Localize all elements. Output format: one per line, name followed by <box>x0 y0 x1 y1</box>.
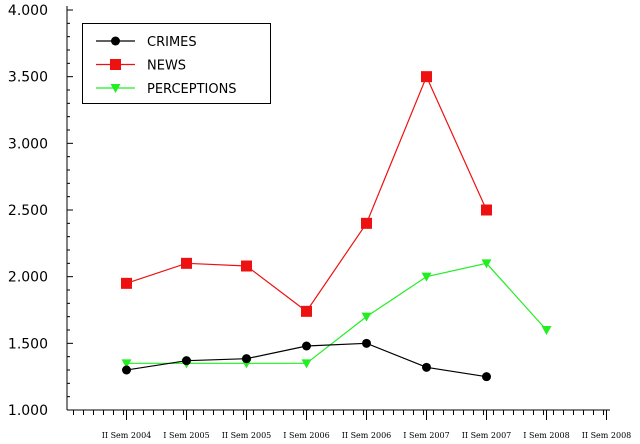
legend-marker-perceptions <box>110 84 121 93</box>
data-point-crimes <box>302 341 311 351</box>
series-crimes <box>122 338 491 382</box>
x-tick-label: II Sem 2007 <box>462 431 512 440</box>
y-tick-label: 1.000 <box>8 403 48 419</box>
x-tick-label: II Sem 2005 <box>222 431 272 440</box>
y-tick-label: 4.000 <box>8 3 48 19</box>
legend-label-crimes: CRIMES <box>147 35 197 50</box>
data-point-news <box>241 260 252 272</box>
y-tick-label: 2.500 <box>8 203 48 219</box>
x-tick-label: I Sem 2008 <box>523 431 569 440</box>
legend: CRIMES NEWS PERCEPTIONS <box>82 23 271 104</box>
ticks: 1.000 1.500 2.000 2.500 3.000 3.500 4.000 II Se… <box>8 3 631 440</box>
series-line-news <box>126 75 488 313</box>
x-tick-label: II Sem 2008 <box>582 431 632 440</box>
data-point-perceptions <box>421 272 432 282</box>
x-tick-label: I Sem 2006 <box>283 431 329 440</box>
series-layer <box>121 71 552 382</box>
data-point-news <box>121 277 132 289</box>
data-point-news <box>481 204 492 216</box>
data-point-perceptions <box>481 259 492 269</box>
legend-label-perceptions: PERCEPTIONS <box>147 82 237 97</box>
data-point-news <box>421 71 432 83</box>
legend-label-news: NEWS <box>147 59 186 74</box>
series-perceptions <box>121 259 552 369</box>
data-point-crimes <box>242 354 251 364</box>
data-point-perceptions <box>361 312 372 322</box>
y-tick-label: 3.500 <box>8 70 48 86</box>
data-point-news <box>361 217 372 229</box>
x-tick-label: II Sem 2004 <box>102 431 152 440</box>
data-point-perceptions <box>301 359 312 369</box>
series-line-perceptions <box>126 262 547 364</box>
data-point-crimes <box>422 362 431 372</box>
y-tick-label: 2.000 <box>8 270 48 286</box>
x-tick-label: II Sem 2006 <box>342 431 392 440</box>
data-point-news <box>181 257 192 269</box>
data-point-crimes <box>122 365 131 375</box>
data-point-crimes <box>182 356 191 366</box>
x-tick-label: I Sem 2005 <box>163 431 209 440</box>
data-point-perceptions <box>541 326 552 335</box>
data-point-crimes <box>362 338 371 348</box>
axes <box>66 6 610 411</box>
data-point-crimes <box>482 372 491 382</box>
data-point-perceptions <box>121 359 132 369</box>
legend-marker-crimes <box>111 36 120 46</box>
legend-marker-news <box>110 59 121 70</box>
x-tick-label: I Sem 2007 <box>403 431 449 440</box>
series-news <box>121 71 492 317</box>
y-tick-label: 3.000 <box>8 136 48 152</box>
data-point-news <box>301 305 312 317</box>
y-tick-label: 1.500 <box>8 336 48 352</box>
